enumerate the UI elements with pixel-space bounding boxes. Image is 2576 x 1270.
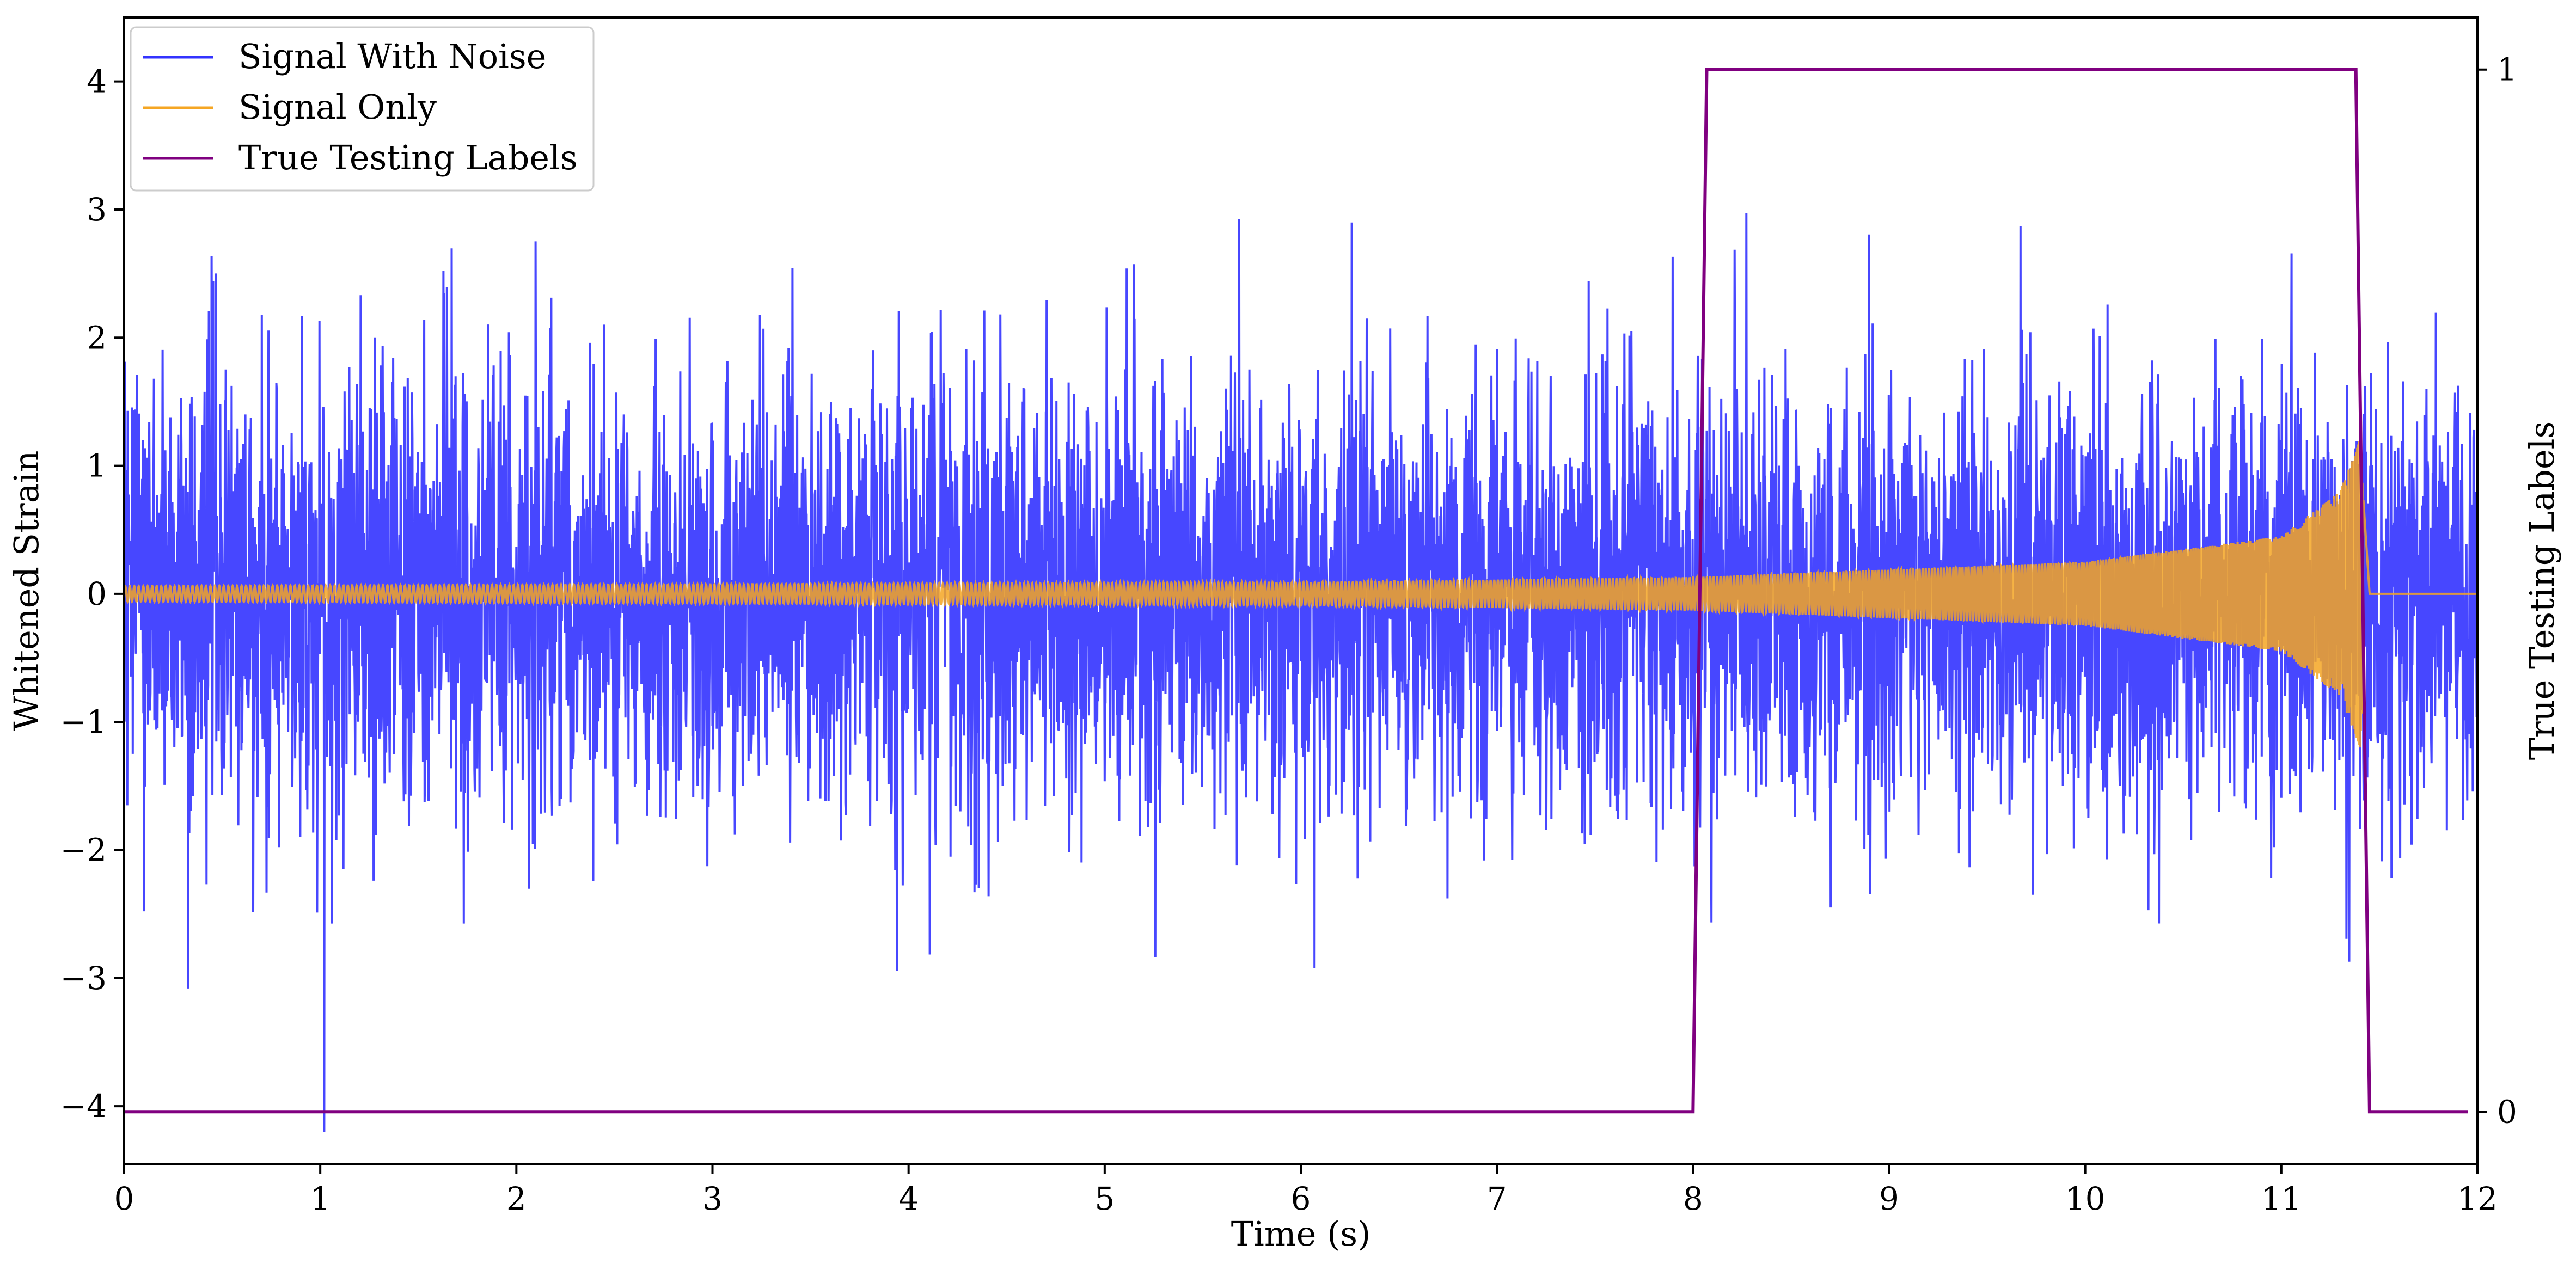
y-tick-label: 4 xyxy=(87,63,107,100)
right-y-tick-label: 1 xyxy=(2497,51,2517,88)
x-tick-label: 5 xyxy=(1094,1180,1115,1217)
x-tick-label: 1 xyxy=(310,1180,331,1217)
right-y-tick-label: 0 xyxy=(2497,1093,2517,1130)
series-line-signal-only xyxy=(123,441,2477,748)
x-tick-label: 10 xyxy=(2065,1180,2106,1217)
legend-label-true-testing-labels: True Testing Labels xyxy=(238,138,578,177)
y-tick-label: 2 xyxy=(87,319,107,356)
y-tick-label: −3 xyxy=(60,960,107,997)
y-tick-label: −4 xyxy=(60,1088,107,1125)
x-tick-label: 7 xyxy=(1487,1180,1507,1217)
x-tick-label: 8 xyxy=(1683,1180,1703,1217)
x-tick-label: 2 xyxy=(506,1180,527,1217)
y-tick-label: 0 xyxy=(87,575,107,612)
y-axis-title: Whitened Strain xyxy=(7,451,46,731)
legend-label-signal-with-noise: Signal With Noise xyxy=(238,36,546,76)
x-tick-label: 0 xyxy=(114,1180,134,1217)
y-tick-label: 1 xyxy=(87,447,107,484)
y-tick-label: −2 xyxy=(60,831,107,868)
plot-area xyxy=(123,68,2479,1132)
x-axis-title: Time (s) xyxy=(1231,1214,1371,1254)
y-tick-label: −1 xyxy=(60,703,107,740)
x-tick-label: 12 xyxy=(2457,1180,2498,1217)
legend-label-signal-only: Signal Only xyxy=(238,87,437,127)
series-line-true-testing-labels xyxy=(124,68,2468,1114)
legend-box xyxy=(130,26,595,192)
legend: Signal With Noise Signal Only True Testi… xyxy=(130,26,595,192)
right-y-axis-title: True Testing Labels xyxy=(2522,421,2562,760)
y-tick-label: 3 xyxy=(87,191,107,228)
x-tick-label: 9 xyxy=(1879,1180,1899,1217)
x-tick-label: 3 xyxy=(702,1180,723,1217)
x-tick-label: 11 xyxy=(2261,1180,2302,1217)
series-line-signal-with-noise xyxy=(123,213,2479,1132)
x-tick-label: 6 xyxy=(1291,1180,1311,1217)
x-tick-label: 4 xyxy=(898,1180,919,1217)
